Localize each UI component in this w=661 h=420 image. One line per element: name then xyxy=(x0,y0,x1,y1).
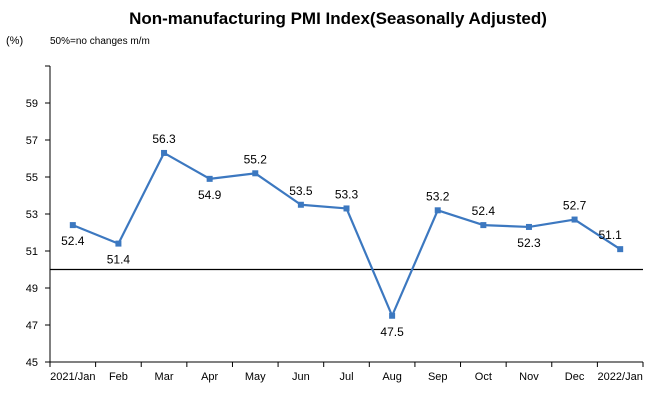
data-label: 52.4 xyxy=(472,204,496,218)
chart-title: Non-manufacturing PMI Index(Seasonally A… xyxy=(129,9,547,28)
data-point-marker xyxy=(434,207,441,214)
data-point-marker xyxy=(161,149,168,156)
data-point-marker xyxy=(115,240,122,247)
y-tick-label: 47 xyxy=(26,320,38,332)
x-tick-label: Dec xyxy=(565,371,585,383)
data-point-marker xyxy=(252,170,259,177)
data-labels: 52.4 51.4 56.3 54.9 55.2 53.5 53.3 47.5 53.2 52.4… xyxy=(61,132,622,339)
x-tick-label: Sep xyxy=(428,371,448,383)
data-label: 53.2 xyxy=(426,189,450,203)
data-point-marker xyxy=(69,222,76,229)
data-label: 51.4 xyxy=(107,253,131,267)
x-tick-label: Apr xyxy=(201,371,218,383)
y-tick-label: 59 xyxy=(26,98,38,110)
data-label: 56.3 xyxy=(152,132,176,146)
y-tick-label: 55 xyxy=(26,172,38,184)
x-tick-label: Nov xyxy=(519,371,539,383)
x-tick-label: Feb xyxy=(109,371,128,383)
data-point-marker xyxy=(525,223,532,230)
data-point-marker xyxy=(343,205,350,212)
data-point-marker xyxy=(571,216,578,223)
chart-axes: 45 47 49 51 53 55 57 59 2021/Jan Feb Mar Apr May Jun J… xyxy=(26,65,644,383)
y-tick-label: 57 xyxy=(26,135,38,147)
x-tick-label: May xyxy=(245,371,266,383)
x-tick-label: 2021/Jan xyxy=(50,371,95,383)
data-label: 51.1 xyxy=(599,228,623,242)
data-label: 55.2 xyxy=(244,152,268,166)
x-tick-label: Mar xyxy=(155,371,174,383)
data-label: 47.5 xyxy=(380,325,404,339)
x-tick-label: Jun xyxy=(292,371,310,383)
data-label: 52.7 xyxy=(563,199,587,213)
x-tick-label: Aug xyxy=(382,371,402,383)
x-tick-label: Jul xyxy=(339,371,353,383)
x-tick-label: Oct xyxy=(475,371,492,383)
data-label: 52.3 xyxy=(517,236,541,250)
y-tick-label: 45 xyxy=(26,357,38,369)
data-point-marker xyxy=(617,246,624,253)
data-point-marker xyxy=(389,312,396,319)
x-tick-label: 2022/Jan xyxy=(598,371,643,383)
data-label: 54.9 xyxy=(198,188,222,202)
pmi-series xyxy=(69,149,624,319)
data-label: 52.4 xyxy=(61,234,85,248)
y-tick-label: 49 xyxy=(26,283,38,295)
data-point-marker xyxy=(297,201,304,208)
baseline-note: 50%=no changes m/m xyxy=(50,36,150,47)
series-line xyxy=(72,151,621,317)
y-axis-unit-label: (%) xyxy=(6,35,23,47)
y-tick-label: 53 xyxy=(26,209,38,221)
data-label: 53.5 xyxy=(289,184,313,198)
data-label: 53.3 xyxy=(335,187,359,201)
data-point-marker xyxy=(480,222,487,229)
y-tick-label: 51 xyxy=(26,246,38,258)
data-point-marker xyxy=(206,175,213,182)
